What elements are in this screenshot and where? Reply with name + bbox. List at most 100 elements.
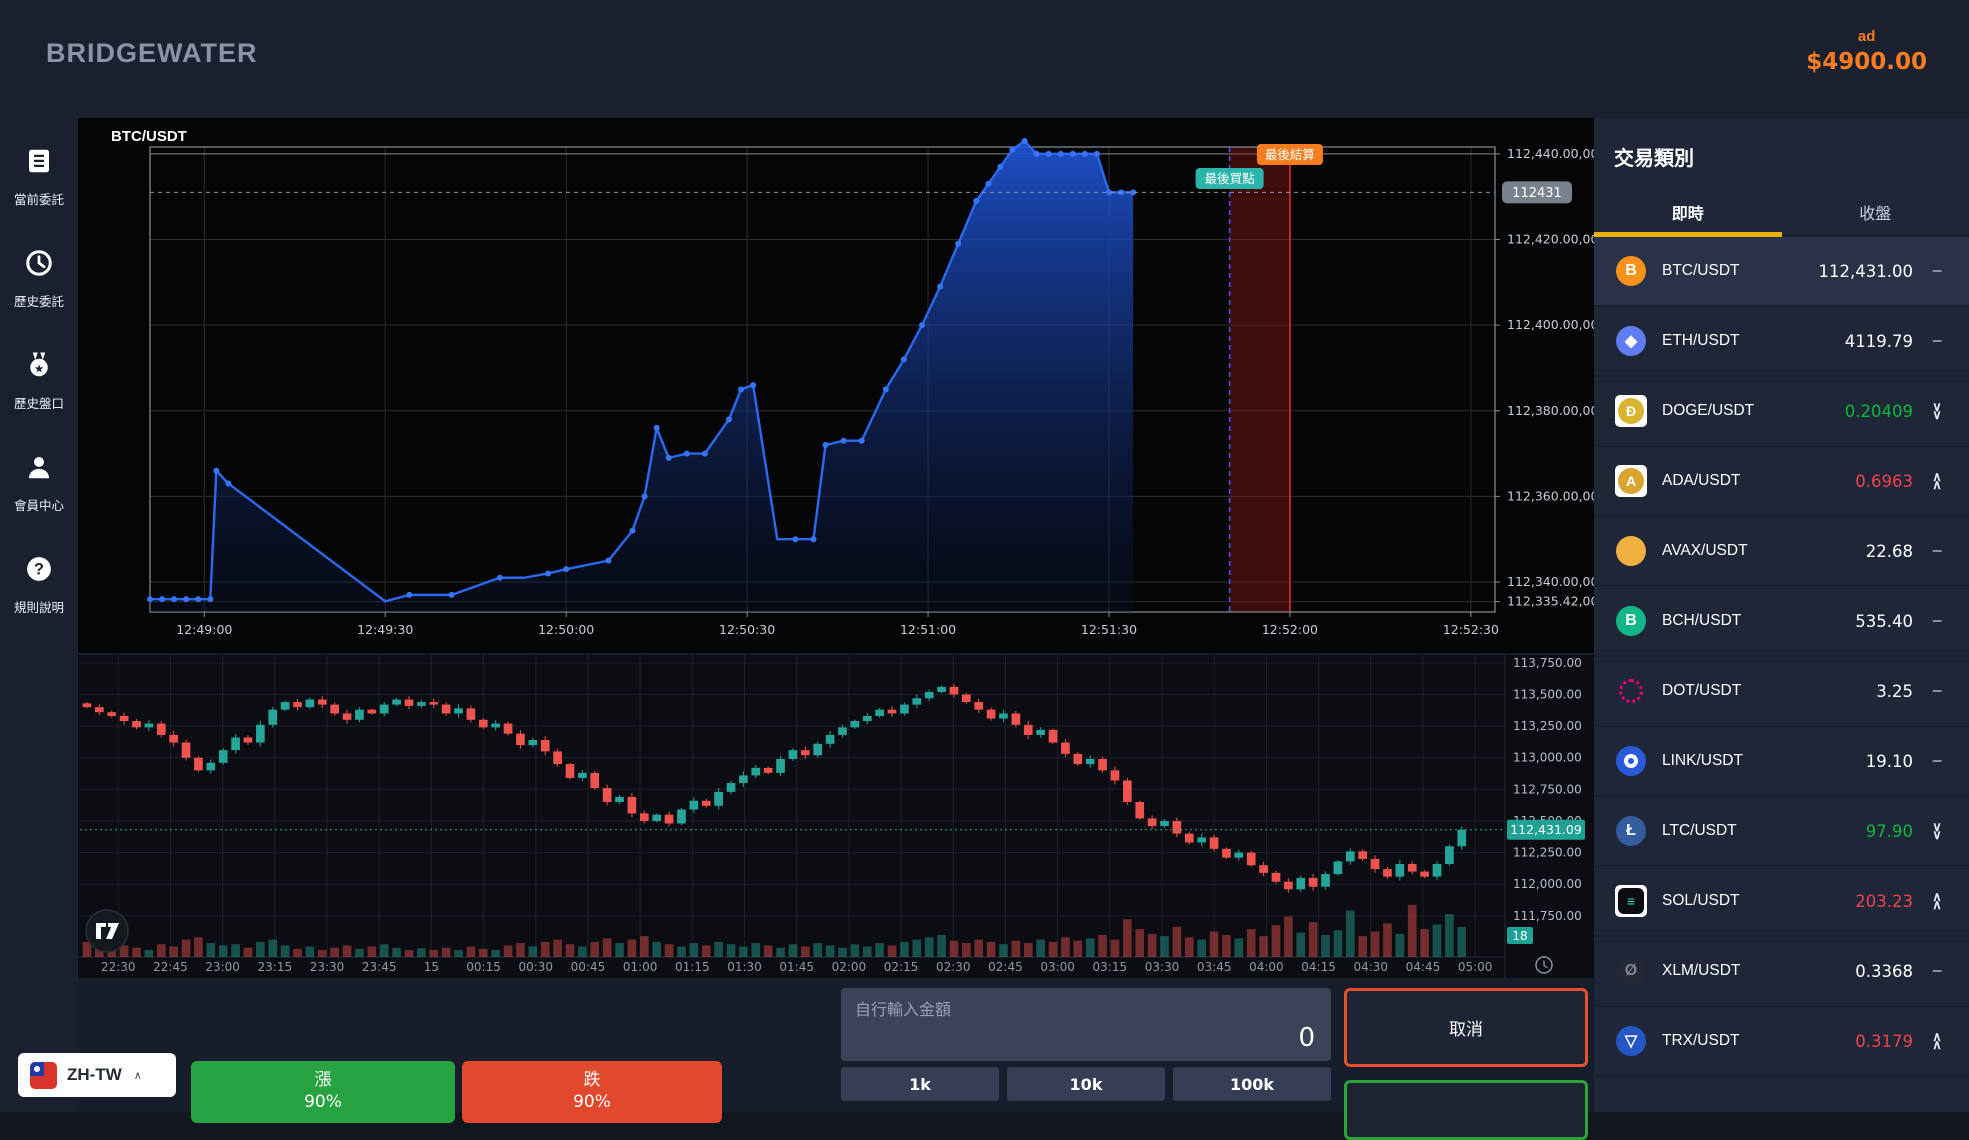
svg-text:04:15: 04:15 (1301, 960, 1336, 974)
amount-placeholder: 自行輸入金額 (855, 996, 1317, 1020)
chart-symbol-label: BTC/USDT (111, 128, 187, 145)
svg-text:最後買點: 最後買點 (1205, 172, 1255, 186)
svg-text:12:52:00: 12:52:00 (1262, 622, 1318, 637)
quick-amount-10k[interactable]: 10k (1007, 1067, 1165, 1101)
svg-text:02:30: 02:30 (936, 960, 971, 974)
svg-text:23:30: 23:30 (310, 960, 345, 974)
svg-text:15: 15 (424, 960, 439, 974)
svg-text:112431: 112431 (1512, 186, 1562, 201)
svg-text:112,000.00: 112,000.00 (1513, 877, 1582, 891)
svg-text:12:52:30: 12:52:30 (1443, 622, 1499, 637)
svg-text:12:51:00: 12:51:00 (900, 622, 956, 637)
double-chevron-up-icon: ∧∧ (1927, 893, 1947, 909)
svg-text:01:00: 01:00 (623, 960, 658, 974)
svg-text:12:50:00: 12:50:00 (538, 622, 594, 637)
avax-icon (1614, 534, 1648, 568)
pair-name: DOT/USDT (1662, 682, 1876, 700)
language-selector[interactable]: ZH-TW ∧ (18, 1053, 176, 1097)
chart-area: BTC/USDT 112,440.00,000112,420.00,000112… (78, 118, 1594, 1112)
sidebar-item-label: 會員中心 (14, 495, 64, 514)
sidebar-item-history-clock[interactable]: 歷史委託 (0, 248, 78, 310)
quick-amount-1k[interactable]: 1k (841, 1067, 999, 1101)
tab-realtime[interactable]: 即時 (1594, 189, 1782, 235)
link-icon (1614, 744, 1648, 778)
svg-text:12:49:30: 12:49:30 (357, 622, 413, 637)
pair-price: 3.25 (1876, 682, 1913, 701)
balance-label: ad (1806, 28, 1927, 45)
pair-price: 97.90 (1866, 822, 1913, 841)
svg-text:112,420.00,000: 112,420.00,000 (1507, 231, 1594, 246)
svg-text:113,750.00: 113,750.00 (1513, 656, 1582, 670)
minus-icon: − (1927, 331, 1947, 352)
sidebar-item-question[interactable]: ?規則說明 (0, 554, 78, 616)
medal-icon: ★ (24, 350, 54, 385)
svg-text:112,360.00,000: 112,360.00,000 (1507, 488, 1594, 503)
tick-line-chart[interactable]: BTC/USDT 112,440.00,000112,420.00,000112… (78, 118, 1594, 653)
sidebar-item-medal[interactable]: ★歷史盤口 (0, 350, 78, 412)
sidebar-item-member[interactable]: 會員中心 (0, 452, 78, 514)
pair-name: ETH/USDT (1662, 332, 1845, 350)
svg-text:02:45: 02:45 (988, 960, 1023, 974)
double-chevron-up-icon: ∧∧ (1927, 473, 1947, 489)
svg-text:112,400.00,000: 112,400.00,000 (1507, 317, 1594, 332)
pair-price: 112,431.00 (1819, 262, 1913, 281)
amount-input[interactable]: 自行輸入金額 0 (841, 988, 1331, 1061)
minus-icon: − (1927, 261, 1947, 282)
svg-text:03:30: 03:30 (1145, 960, 1180, 974)
pair-price: 203.23 (1855, 892, 1913, 911)
order-list-icon (24, 146, 54, 181)
bet-fall-button[interactable]: 跌 90% (462, 1061, 722, 1123)
tab-close[interactable]: 收盤 (1782, 189, 1969, 235)
rise-percent: 90% (191, 1091, 455, 1113)
sol-icon: ≡ (1614, 884, 1648, 918)
account-balance: ad $4900.00 (1806, 28, 1927, 75)
pair-name: BTC/USDT (1662, 262, 1819, 280)
svg-text:23:00: 23:00 (205, 960, 240, 974)
svg-text:12:50:30: 12:50:30 (719, 622, 775, 637)
pair-name: LTC/USDT (1662, 822, 1866, 840)
pair-name: AVAX/USDT (1662, 542, 1866, 560)
svg-text:03:15: 03:15 (1093, 960, 1128, 974)
market-tabs: 即時 收盤 (1594, 189, 1969, 237)
pair-price: 4119.79 (1845, 332, 1913, 351)
pair-name: SOL/USDT (1662, 892, 1855, 910)
svg-text:22:30: 22:30 (101, 960, 136, 974)
svg-text:01:15: 01:15 (675, 960, 710, 974)
minus-icon: − (1927, 541, 1947, 562)
pair-name: TRX/USDT (1662, 1032, 1855, 1050)
dot-icon (1614, 674, 1648, 708)
svg-text:112,380.00,000: 112,380.00,000 (1507, 403, 1594, 418)
quick-amount-100k[interactable]: 100k (1173, 1067, 1331, 1101)
language-code: ZH-TW (67, 1065, 122, 1085)
cancel-button[interactable]: 取消 (1344, 988, 1588, 1067)
minus-icon: − (1927, 961, 1947, 982)
ltc-icon: Ł (1614, 814, 1648, 848)
confirm-button[interactable] (1344, 1080, 1588, 1140)
svg-text:112,750.00: 112,750.00 (1513, 782, 1582, 796)
sidebar-item-order-list[interactable]: 當前委託 (0, 146, 78, 208)
double-chevron-down-icon: ∨∨ (1927, 823, 1947, 839)
svg-text:112,431.09: 112,431.09 (1510, 822, 1582, 837)
ada-icon: A (1614, 464, 1648, 498)
tradingview-logo[interactable] (86, 910, 128, 952)
bet-rise-button[interactable]: 漲 90% (191, 1061, 455, 1123)
pair-price: 0.6963 (1855, 472, 1913, 491)
tab-active-underline (1594, 232, 1782, 237)
svg-text:111,750.00: 111,750.00 (1513, 909, 1582, 923)
pair-price: 19.10 (1866, 752, 1913, 771)
svg-text:00:45: 00:45 (571, 960, 606, 974)
chevron-up-icon: ∧ (134, 1069, 142, 1082)
